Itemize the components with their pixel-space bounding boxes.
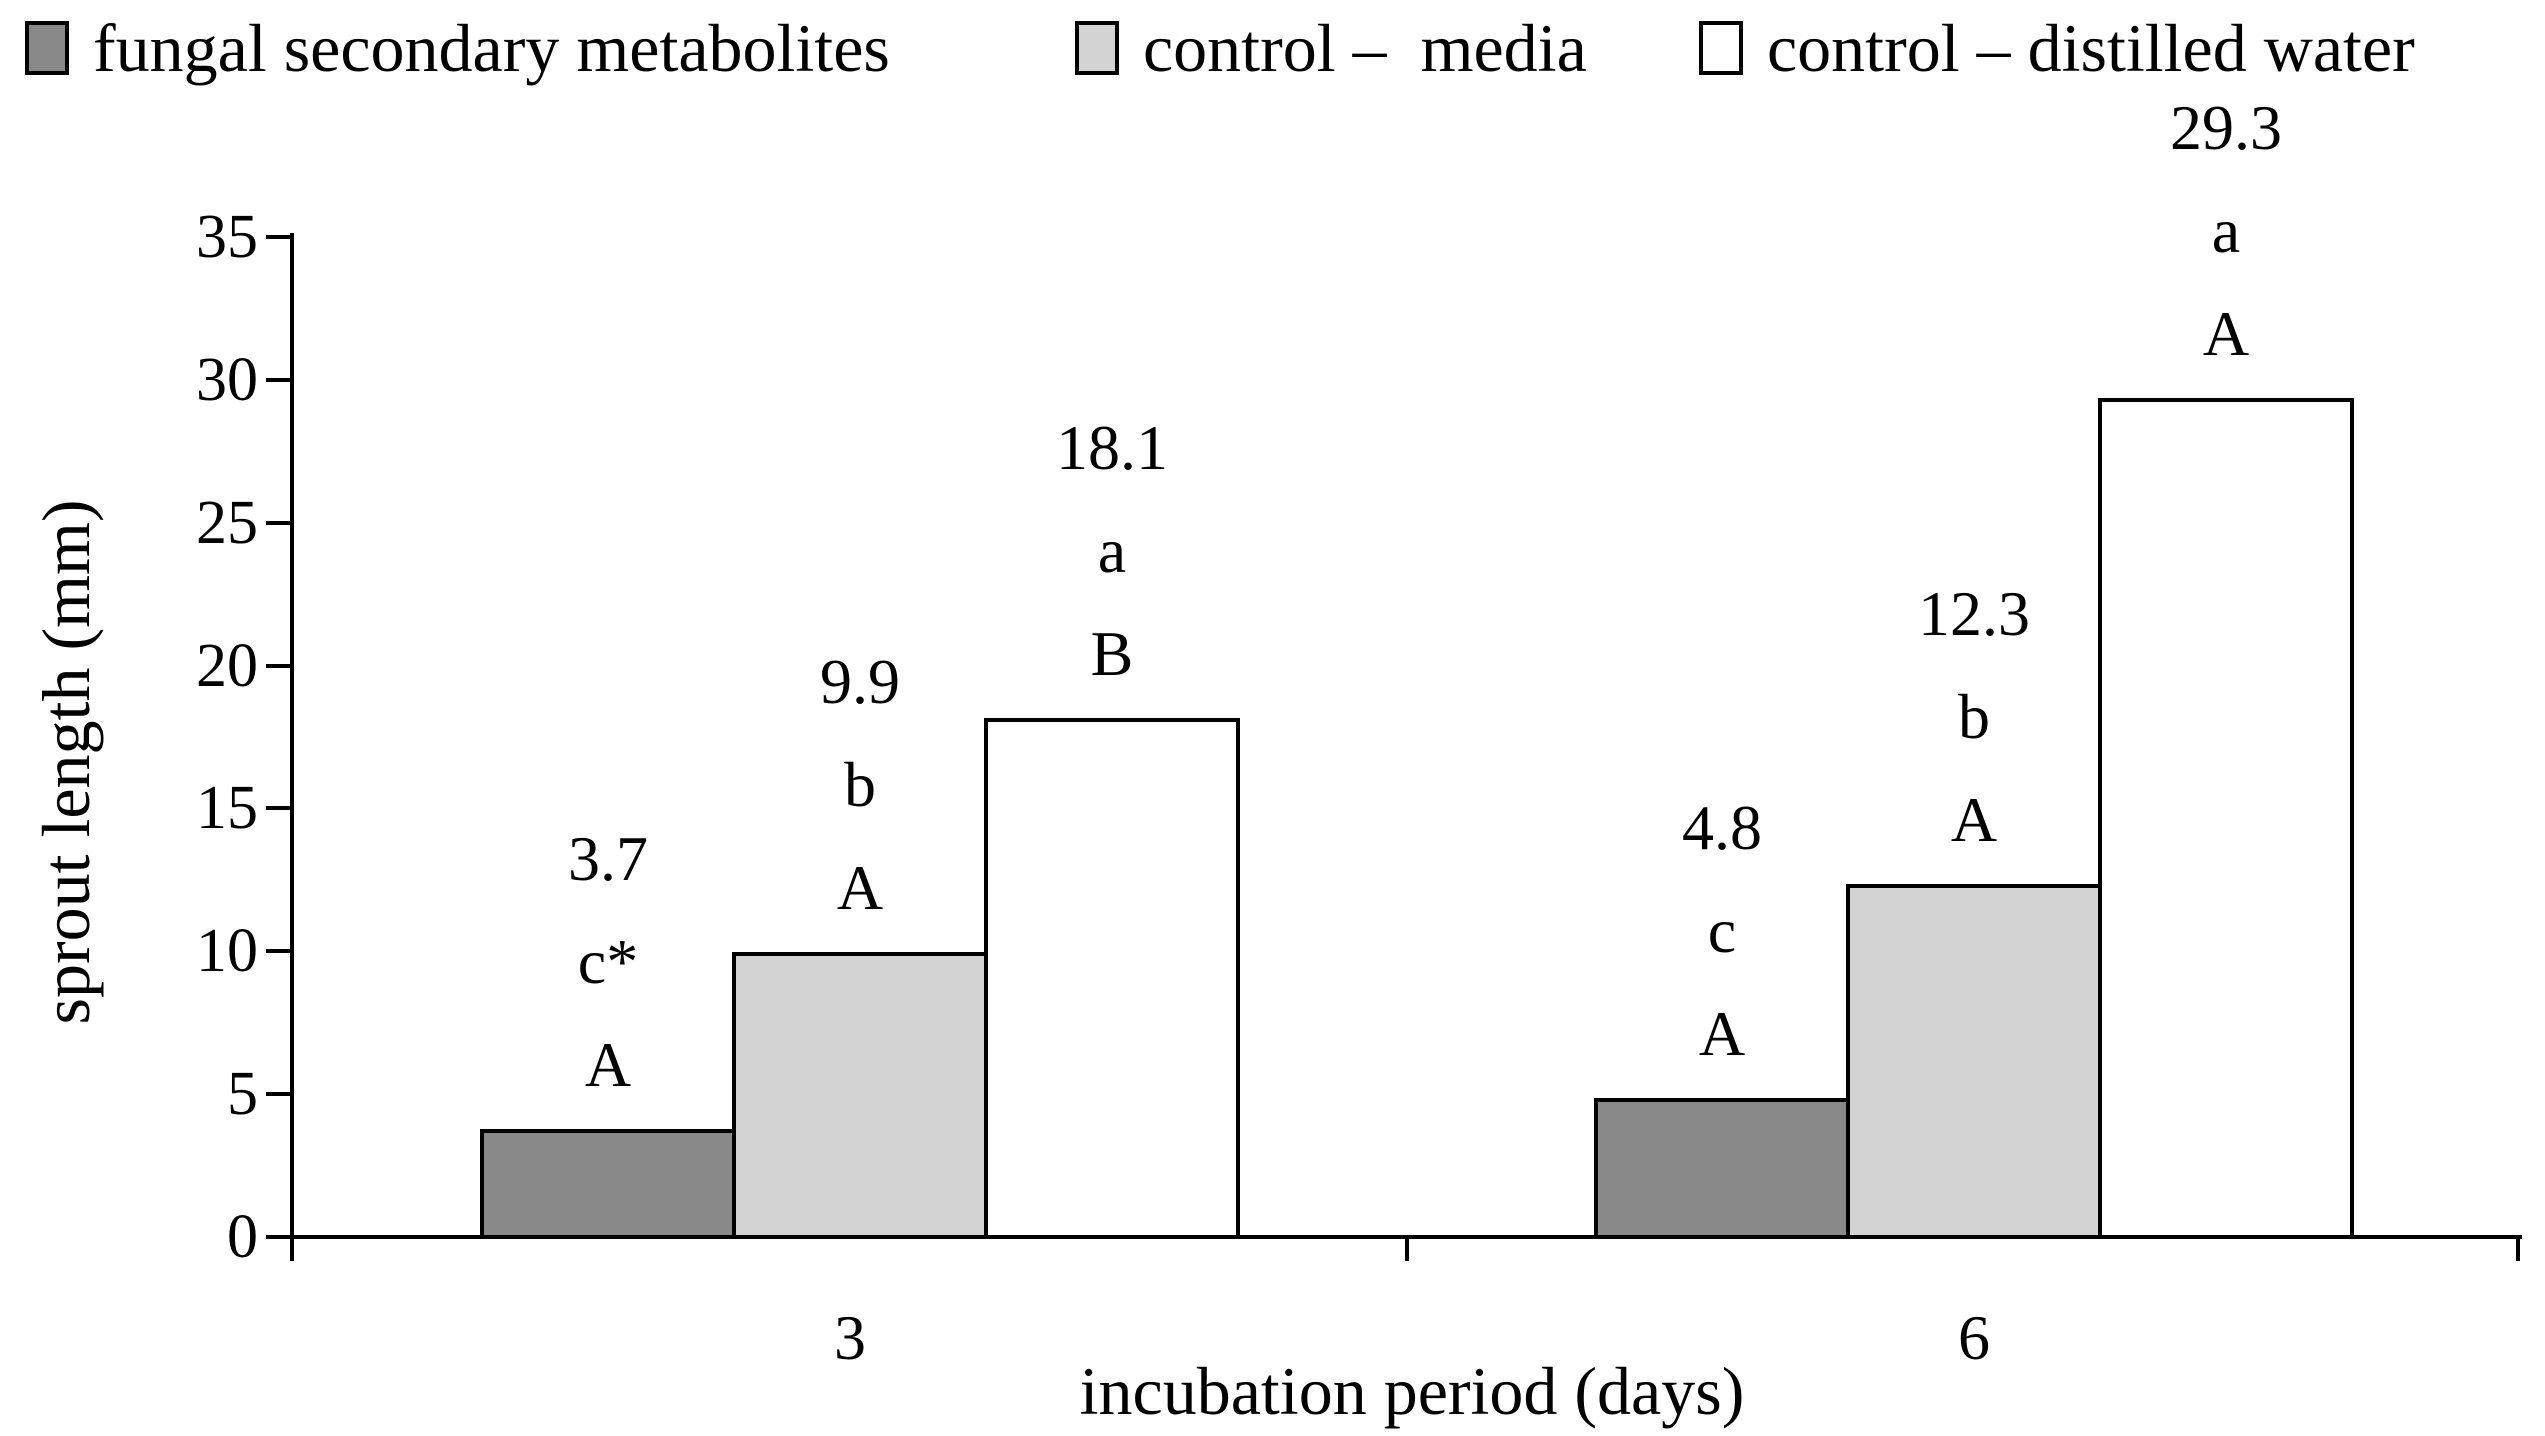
y-axis-tick bbox=[266, 1235, 290, 1239]
y-tick-label: 20 bbox=[196, 632, 258, 700]
bar-value-label: 9.9 bbox=[820, 646, 900, 717]
group-letter: B bbox=[1090, 618, 1134, 689]
bar bbox=[1594, 1098, 1850, 1239]
y-tick-label: 5 bbox=[227, 1060, 258, 1128]
legend-item: control – distilled water bbox=[1699, 8, 2415, 88]
y-axis-title: sprout length (mm) bbox=[28, 499, 104, 1025]
legend-swatch-icon bbox=[1699, 21, 1743, 75]
y-tick-label: 35 bbox=[196, 203, 258, 271]
bar-value-label: 12.3 bbox=[1918, 578, 2030, 649]
significance-letter: a bbox=[1097, 515, 1127, 586]
group-letter: A bbox=[1950, 784, 1998, 855]
x-axis-tick bbox=[290, 1235, 294, 1261]
bar bbox=[732, 952, 988, 1239]
y-tick-label: 0 bbox=[227, 1203, 258, 1271]
y-axis-tick bbox=[266, 949, 290, 953]
x-category-label: 6 bbox=[1958, 1302, 1990, 1373]
group-letter: A bbox=[1698, 998, 1746, 1069]
y-tick-label: 25 bbox=[196, 489, 258, 557]
legend-item-label: control – media bbox=[1143, 10, 1587, 86]
x-category-label: 3 bbox=[834, 1302, 866, 1373]
x-axis-tick bbox=[2516, 1235, 2520, 1261]
group-letter: A bbox=[584, 1029, 632, 1100]
bar bbox=[984, 718, 1240, 1239]
significance-letter: b bbox=[844, 749, 876, 820]
legend-item-label: control – distilled water bbox=[1767, 10, 2415, 86]
y-axis-tick bbox=[266, 1092, 290, 1096]
group-letter: A bbox=[836, 852, 884, 923]
bar-value-label: 3.7 bbox=[568, 823, 648, 894]
significance-letter: c* bbox=[577, 926, 639, 997]
y-axis-tick bbox=[266, 378, 290, 382]
legend-item-label: fungal secondary metabolites bbox=[93, 10, 890, 86]
bar bbox=[480, 1129, 736, 1239]
group-letter: A bbox=[2202, 298, 2250, 369]
x-axis-title: incubation period (days) bbox=[1079, 1353, 1745, 1429]
legend-item: fungal secondary metabolites bbox=[25, 8, 890, 88]
significance-letter: b bbox=[1958, 681, 1990, 752]
legend-swatch-icon bbox=[1075, 21, 1119, 75]
significance-letter: c bbox=[1707, 895, 1737, 966]
y-axis-line bbox=[290, 233, 294, 1257]
y-tick-label: 30 bbox=[196, 346, 258, 414]
y-tick-label: 15 bbox=[196, 774, 258, 842]
bar-value-label: 29.3 bbox=[2170, 92, 2282, 163]
y-tick-label: 10 bbox=[196, 917, 258, 985]
significance-letter: a bbox=[2211, 195, 2241, 266]
y-axis-tick bbox=[266, 806, 290, 810]
y-axis-tick bbox=[266, 664, 290, 668]
bar bbox=[2098, 398, 2354, 1239]
bar-value-label: 18.1 bbox=[1056, 412, 1168, 483]
bar bbox=[1846, 884, 2102, 1239]
legend-item: control – media bbox=[1075, 8, 1587, 88]
y-axis-tick bbox=[266, 521, 290, 525]
legend-swatch-icon bbox=[25, 21, 69, 75]
x-axis-tick bbox=[1405, 1235, 1409, 1261]
y-axis-tick bbox=[266, 235, 290, 239]
bar-value-label: 4.8 bbox=[1682, 792, 1762, 863]
